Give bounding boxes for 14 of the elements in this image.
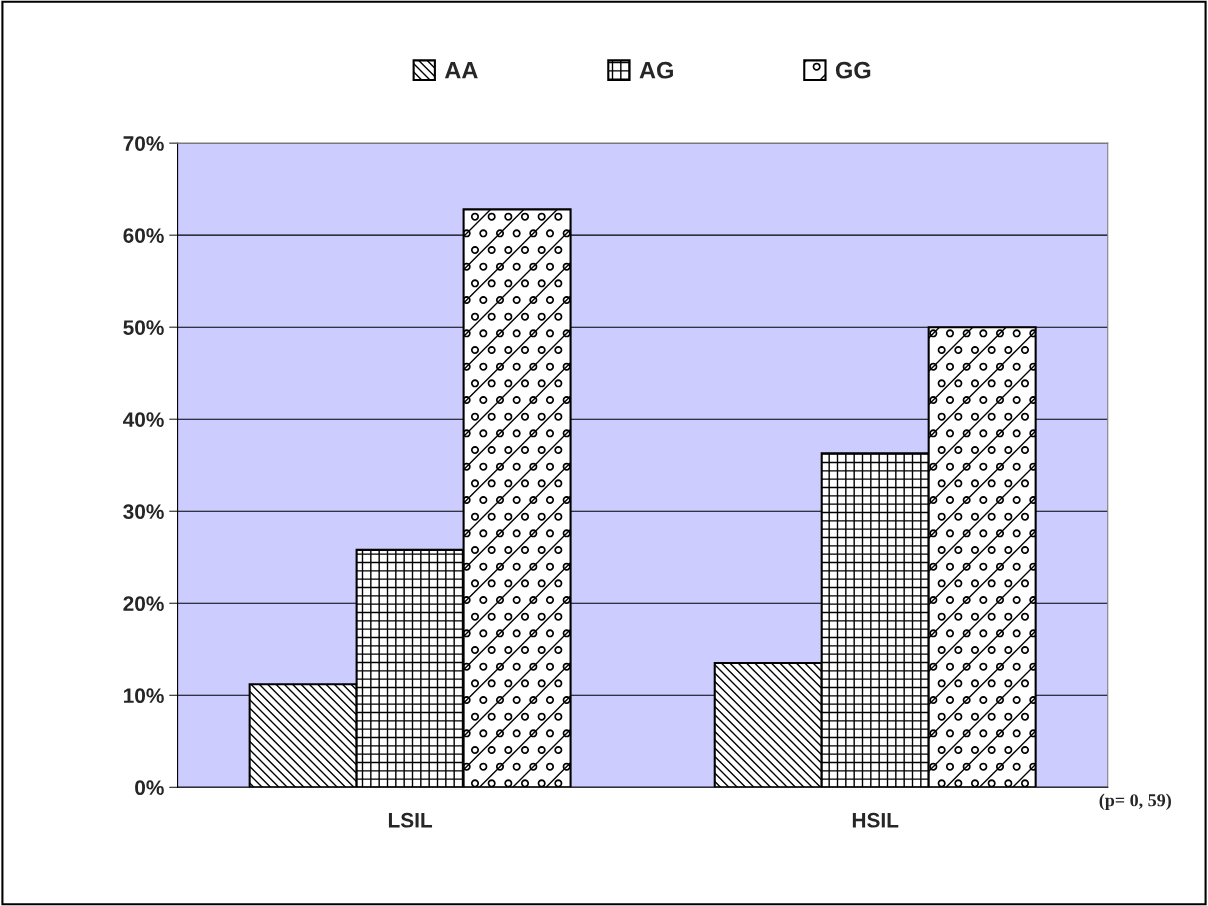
legend-label: AG bbox=[639, 61, 673, 79]
y-tick-label: 50% bbox=[123, 320, 164, 335]
y-tick-label: 30% bbox=[123, 504, 164, 520]
y-tick-label: 0% bbox=[135, 780, 164, 796]
y-tick-label: 40% bbox=[123, 412, 164, 427]
legend-label: AA bbox=[444, 62, 478, 79]
x-tick-label: HSIL bbox=[852, 812, 899, 828]
legend-label: GG bbox=[835, 61, 871, 79]
y-tick-label: 70% bbox=[123, 136, 164, 151]
text: (p= 0, 59) bbox=[1099, 793, 1171, 810]
y-tick-label: 10% bbox=[124, 688, 164, 704]
y-tick-label: 20% bbox=[123, 596, 164, 612]
x-tick-label: LSIL bbox=[388, 812, 433, 828]
y-tick-label: 60% bbox=[123, 228, 164, 243]
